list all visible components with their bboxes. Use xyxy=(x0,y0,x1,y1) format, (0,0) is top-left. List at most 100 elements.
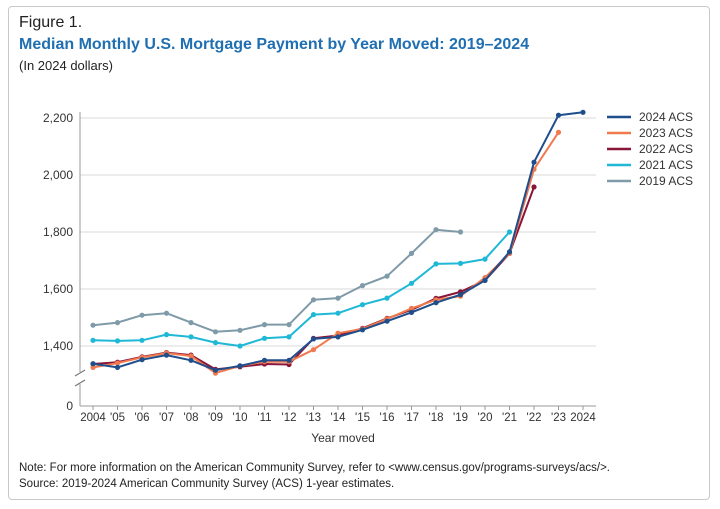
x-tick-label: '07 xyxy=(159,412,174,424)
data-point xyxy=(90,337,96,343)
data-point xyxy=(335,334,341,340)
series-line xyxy=(92,231,511,347)
data-point xyxy=(237,327,243,333)
series-line xyxy=(92,228,461,333)
data-point xyxy=(163,352,170,358)
x-tick-label: '20 xyxy=(478,412,493,424)
x-tick-label: 2024 xyxy=(570,412,596,424)
data-point xyxy=(531,159,537,165)
data-point xyxy=(457,229,464,235)
x-tick-label: '05 xyxy=(110,412,125,424)
legend: 2024 ACS 2023 ACS 2022 ACS 2021 ACS 2019 ACS xyxy=(607,110,693,188)
data-point xyxy=(359,283,366,289)
data-point xyxy=(261,357,268,363)
x-tick-label: '15 xyxy=(355,412,370,424)
data-point xyxy=(384,295,390,301)
data-point xyxy=(310,336,317,342)
x-tick-labels: 2004 '05 '06 '07 '08 '09 '10 '11 '12 '13 '14 '15 '16… xyxy=(80,406,596,424)
data-point xyxy=(188,320,194,326)
y-tick-label: 2,200 xyxy=(43,111,73,125)
x-tick-label: '22 xyxy=(527,412,542,424)
legend-label: 2021 ACS xyxy=(639,158,693,172)
data-point xyxy=(457,260,464,266)
x-axis-label: Year moved xyxy=(311,431,375,445)
x-tick-label: 2004 xyxy=(80,412,106,424)
data-point xyxy=(506,249,513,255)
x-tick-label: '18 xyxy=(429,412,444,424)
data-point xyxy=(90,361,96,367)
data-point xyxy=(286,322,292,328)
data-point xyxy=(531,184,537,190)
series-2021-acs xyxy=(90,229,513,349)
data-point xyxy=(163,310,170,316)
data-point xyxy=(433,300,439,306)
data-point xyxy=(90,322,96,328)
series-line xyxy=(92,131,560,375)
data-point xyxy=(261,335,268,341)
chart-subtitle: (In 2024 dollars) xyxy=(19,58,113,73)
data-point xyxy=(114,364,121,370)
data-point xyxy=(212,340,219,346)
data-point xyxy=(261,322,268,328)
data-point xyxy=(188,334,194,340)
data-point xyxy=(310,312,317,318)
y-tick-label: 0 xyxy=(66,399,73,413)
data-point xyxy=(408,250,415,256)
series-2022-acs xyxy=(90,184,537,372)
y-tick-labels: 0 1,400 1,600 1,800 2,000 2,200 xyxy=(43,111,73,413)
data-point xyxy=(506,229,513,235)
x-tick-label: '09 xyxy=(208,412,223,424)
x-tick-label: '08 xyxy=(184,412,199,424)
data-point xyxy=(114,360,121,366)
y-tick-label: 2,000 xyxy=(43,168,73,182)
x-tick-label: '21 xyxy=(502,412,517,424)
data-point xyxy=(359,302,366,308)
source-text: Source: 2019-2024 American Community Sur… xyxy=(19,478,395,490)
data-point xyxy=(433,261,439,267)
data-point xyxy=(335,310,341,316)
x-tick-label: '10 xyxy=(233,412,248,424)
data-point xyxy=(335,295,341,301)
data-point xyxy=(482,256,488,262)
data-point xyxy=(359,327,366,333)
x-tick-label: '16 xyxy=(380,412,395,424)
legend-label: 2022 ACS xyxy=(639,142,693,156)
axes xyxy=(74,112,596,407)
data-point xyxy=(580,109,586,115)
data-point xyxy=(237,363,243,369)
notes: Note: For more information on the Americ… xyxy=(19,460,610,492)
data-point xyxy=(384,318,390,324)
x-tick-label: '12 xyxy=(282,412,297,424)
y-tick-label: 1,600 xyxy=(43,282,73,296)
data-point xyxy=(408,280,415,286)
series-2024-acs xyxy=(90,109,586,373)
data-point xyxy=(384,273,390,279)
data-point xyxy=(408,305,415,311)
data-point xyxy=(482,277,488,283)
legend-label: 2023 ACS xyxy=(639,126,693,140)
data-point xyxy=(555,112,562,118)
x-tick-label: '13 xyxy=(306,412,321,424)
y-tick-label: 1,400 xyxy=(43,339,73,353)
data-point xyxy=(90,364,96,370)
x-tick-label: '06 xyxy=(135,412,150,424)
chart-title: Median Monthly U.S. Mortgage Payment by … xyxy=(19,36,530,53)
figure-frame xyxy=(8,6,710,500)
series-lines xyxy=(90,109,586,376)
data-point xyxy=(114,338,121,344)
data-point xyxy=(212,367,219,373)
legend-label: 2019 ACS xyxy=(639,174,693,188)
x-tick-label: '17 xyxy=(404,412,419,424)
x-tick-label: '11 xyxy=(257,412,271,424)
data-point xyxy=(188,353,194,359)
data-point xyxy=(335,330,341,336)
x-tick-label: '19 xyxy=(453,412,468,424)
data-point xyxy=(139,312,145,318)
data-point xyxy=(188,357,194,363)
figure-label: Figure 1. xyxy=(19,14,83,31)
data-point xyxy=(457,292,464,298)
y-tick-label: 1,800 xyxy=(43,225,73,239)
data-point xyxy=(433,227,439,233)
data-point xyxy=(286,334,292,340)
